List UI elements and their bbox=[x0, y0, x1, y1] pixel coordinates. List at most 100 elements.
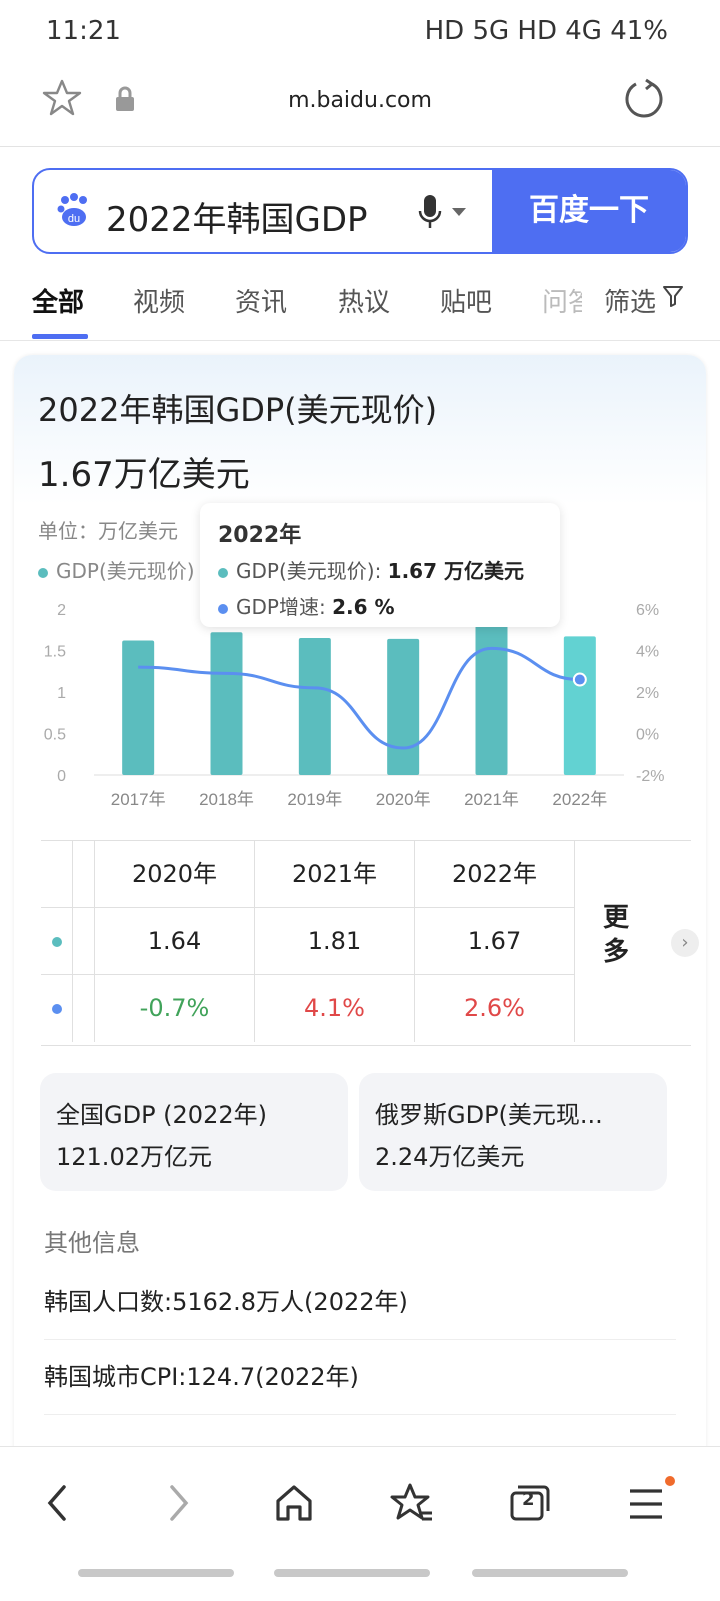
info-item[interactable]: 韩国人口数:5162.8万人(2022年) bbox=[44, 1265, 676, 1340]
menu-icon[interactable] bbox=[616, 1473, 676, 1533]
gdp-table: 2020年 2021年 2022年 1.64 1.81 1.67 -0.7% 4… bbox=[41, 840, 699, 1046]
table-growth-cell: -0.7% bbox=[95, 975, 255, 1042]
table-growth-cell: 2.6% bbox=[415, 975, 575, 1042]
more-button[interactable]: 更多 bbox=[603, 903, 630, 967]
tab-news[interactable]: 资讯 bbox=[235, 288, 288, 318]
bookmark-star-icon[interactable] bbox=[42, 78, 82, 118]
tab-tieba[interactable]: 贴吧 bbox=[440, 288, 493, 318]
svg-text:du: du bbox=[68, 213, 80, 225]
growth-line bbox=[138, 646, 580, 750]
result-tabs: 全部 视频 资讯 热议 贴吧 问答 筛选 bbox=[0, 268, 720, 341]
tooltip-gdp-dot bbox=[218, 567, 228, 578]
row-growth-dot bbox=[51, 1004, 62, 1014]
forward-icon[interactable] bbox=[148, 1473, 208, 1533]
x-tick-label: 2021年 bbox=[464, 790, 519, 809]
tooltip-gdp-value: 1.67 万亿美元 bbox=[387, 559, 524, 583]
status-bar: 11:21 HD 5G HD 4G 41% bbox=[0, 0, 720, 64]
gesture-bar bbox=[78, 1569, 234, 1577]
refresh-icon[interactable] bbox=[622, 78, 666, 122]
card-title[interactable]: 2022年韩国GDP(美元现价) bbox=[38, 391, 438, 429]
y-left-tick: 2 bbox=[57, 602, 66, 619]
tooltip-gdp-row: GDP(美元现价): 1.67 万亿美元 bbox=[218, 555, 524, 584]
status-time: 11:21 bbox=[46, 16, 121, 46]
search-box[interactable]: du 2022年韩国GDP 百度一下 bbox=[32, 168, 688, 254]
x-tick-label: 2017年 bbox=[111, 790, 166, 809]
tab-video[interactable]: 视频 bbox=[133, 288, 186, 318]
gdp-bar bbox=[210, 632, 243, 775]
table-spacer bbox=[73, 975, 95, 1042]
table-growth-cell: 4.1% bbox=[255, 975, 415, 1042]
filter-icon[interactable] bbox=[662, 284, 684, 308]
tooltip-gdp-label: GDP(美元现价): bbox=[236, 559, 382, 583]
gdp-bar bbox=[475, 624, 508, 775]
y-right-tick: 6% bbox=[636, 602, 659, 619]
tooltip-growth-row: GDP增速: 2.6 % bbox=[218, 591, 395, 620]
home-icon[interactable] bbox=[264, 1473, 324, 1533]
tab-count: 2 bbox=[522, 1489, 535, 1510]
y-right-tick: -2% bbox=[636, 768, 664, 785]
tooltip-growth-value: 2.6 % bbox=[332, 595, 395, 619]
table-gdp-cell: 1.67 bbox=[415, 908, 575, 975]
table-spacer bbox=[73, 908, 95, 975]
search-input[interactable]: 2022年韩国GDP bbox=[106, 200, 368, 240]
x-tick-label: 2020年 bbox=[376, 790, 431, 809]
gdp-chart[interactable]: 2 1.5 1 0.5 0 6% 4% 2% 0% -2% 2017年 2018年 2019年 2020年… bbox=[14, 595, 706, 835]
gdp-bar bbox=[122, 640, 155, 775]
tooltip-growth-label: GDP增速: bbox=[236, 595, 326, 619]
url-text[interactable]: m.baidu.com bbox=[288, 88, 432, 113]
row-gdp-dot bbox=[51, 937, 62, 947]
chevron-down-icon[interactable] bbox=[452, 208, 466, 218]
related-card[interactable]: 俄罗斯GDP(美元现... 2.24万亿美元 bbox=[359, 1073, 667, 1191]
gdp-bar bbox=[387, 638, 420, 775]
related-title: 俄罗斯GDP(美元现... bbox=[375, 1101, 603, 1129]
table-gdp-cell: 1.64 bbox=[95, 908, 255, 975]
x-tick-label: 2018年 bbox=[199, 790, 254, 809]
legend-gdp-dot bbox=[38, 567, 48, 578]
legend-gdp-label: GDP(美元现价) bbox=[56, 559, 195, 583]
gesture-bar bbox=[274, 1569, 430, 1577]
x-tick-label: 2019年 bbox=[287, 790, 342, 809]
gesture-bar bbox=[472, 1569, 628, 1577]
gdp-value: 1.67万亿美元 bbox=[38, 455, 250, 495]
row-growth-marker bbox=[41, 975, 73, 1042]
gdp-bar bbox=[563, 636, 596, 775]
x-tick-label: 2022年 bbox=[552, 790, 607, 809]
back-icon[interactable] bbox=[28, 1473, 88, 1533]
table-corner bbox=[41, 841, 73, 908]
baidu-paw-icon: du bbox=[57, 193, 87, 226]
y-right-tick: 0% bbox=[636, 727, 659, 744]
growth-point-active bbox=[572, 672, 587, 687]
gdp-bar bbox=[298, 638, 331, 775]
related-value: 2.24万亿美元 bbox=[375, 1143, 525, 1171]
related-title: 全国GDP (2022年) bbox=[56, 1101, 267, 1129]
filter-button[interactable]: 筛选 bbox=[600, 282, 657, 319]
related-value: 121.02万亿元 bbox=[56, 1143, 212, 1171]
microphone-icon[interactable] bbox=[418, 194, 442, 230]
favorites-icon[interactable] bbox=[382, 1473, 442, 1533]
bottom-nav: 2 bbox=[0, 1446, 720, 1601]
legend-gdp: GDP(美元现价) bbox=[38, 555, 195, 584]
tabs-icon[interactable] bbox=[500, 1473, 560, 1533]
chevron-right-icon[interactable]: › bbox=[671, 929, 699, 957]
search-button[interactable]: 百度一下 bbox=[492, 170, 686, 252]
tab-all[interactable]: 全部 bbox=[32, 288, 85, 318]
y-right-tick: 2% bbox=[636, 685, 659, 702]
row-gdp-marker bbox=[41, 908, 73, 975]
y-right-tick: 4% bbox=[636, 644, 659, 661]
info-item[interactable]: 韩国城市CPI:124.7(2022年) bbox=[44, 1340, 676, 1415]
y-left-tick: 0 bbox=[57, 768, 66, 785]
tab-qa[interactable]: 问答 bbox=[542, 288, 582, 318]
tooltip-title: 2022年 bbox=[218, 523, 302, 548]
y-left-tick: 1 bbox=[57, 685, 66, 702]
browser-url-bar: m.baidu.com bbox=[0, 64, 720, 147]
table-year: 2022年 bbox=[415, 841, 575, 908]
tab-discussion[interactable]: 热议 bbox=[338, 288, 391, 318]
related-card[interactable]: 全国GDP (2022年) 121.02万亿元 bbox=[40, 1073, 348, 1191]
status-indicators: HD 5G HD 4G 41% bbox=[424, 16, 668, 46]
active-tab-indicator bbox=[32, 334, 88, 339]
gdp-result-card: 2022年韩国GDP(美元现价) 1.67万亿美元 单位：万亿美元 GDP(美元… bbox=[14, 355, 706, 1485]
chart-tooltip: 2022年 GDP(美元现价): 1.67 万亿美元 GDP增速: 2.6 % bbox=[200, 503, 560, 627]
y-left-tick: 1.5 bbox=[44, 644, 66, 661]
tooltip-growth-dot bbox=[218, 603, 228, 614]
table-year: 2021年 bbox=[255, 841, 415, 908]
